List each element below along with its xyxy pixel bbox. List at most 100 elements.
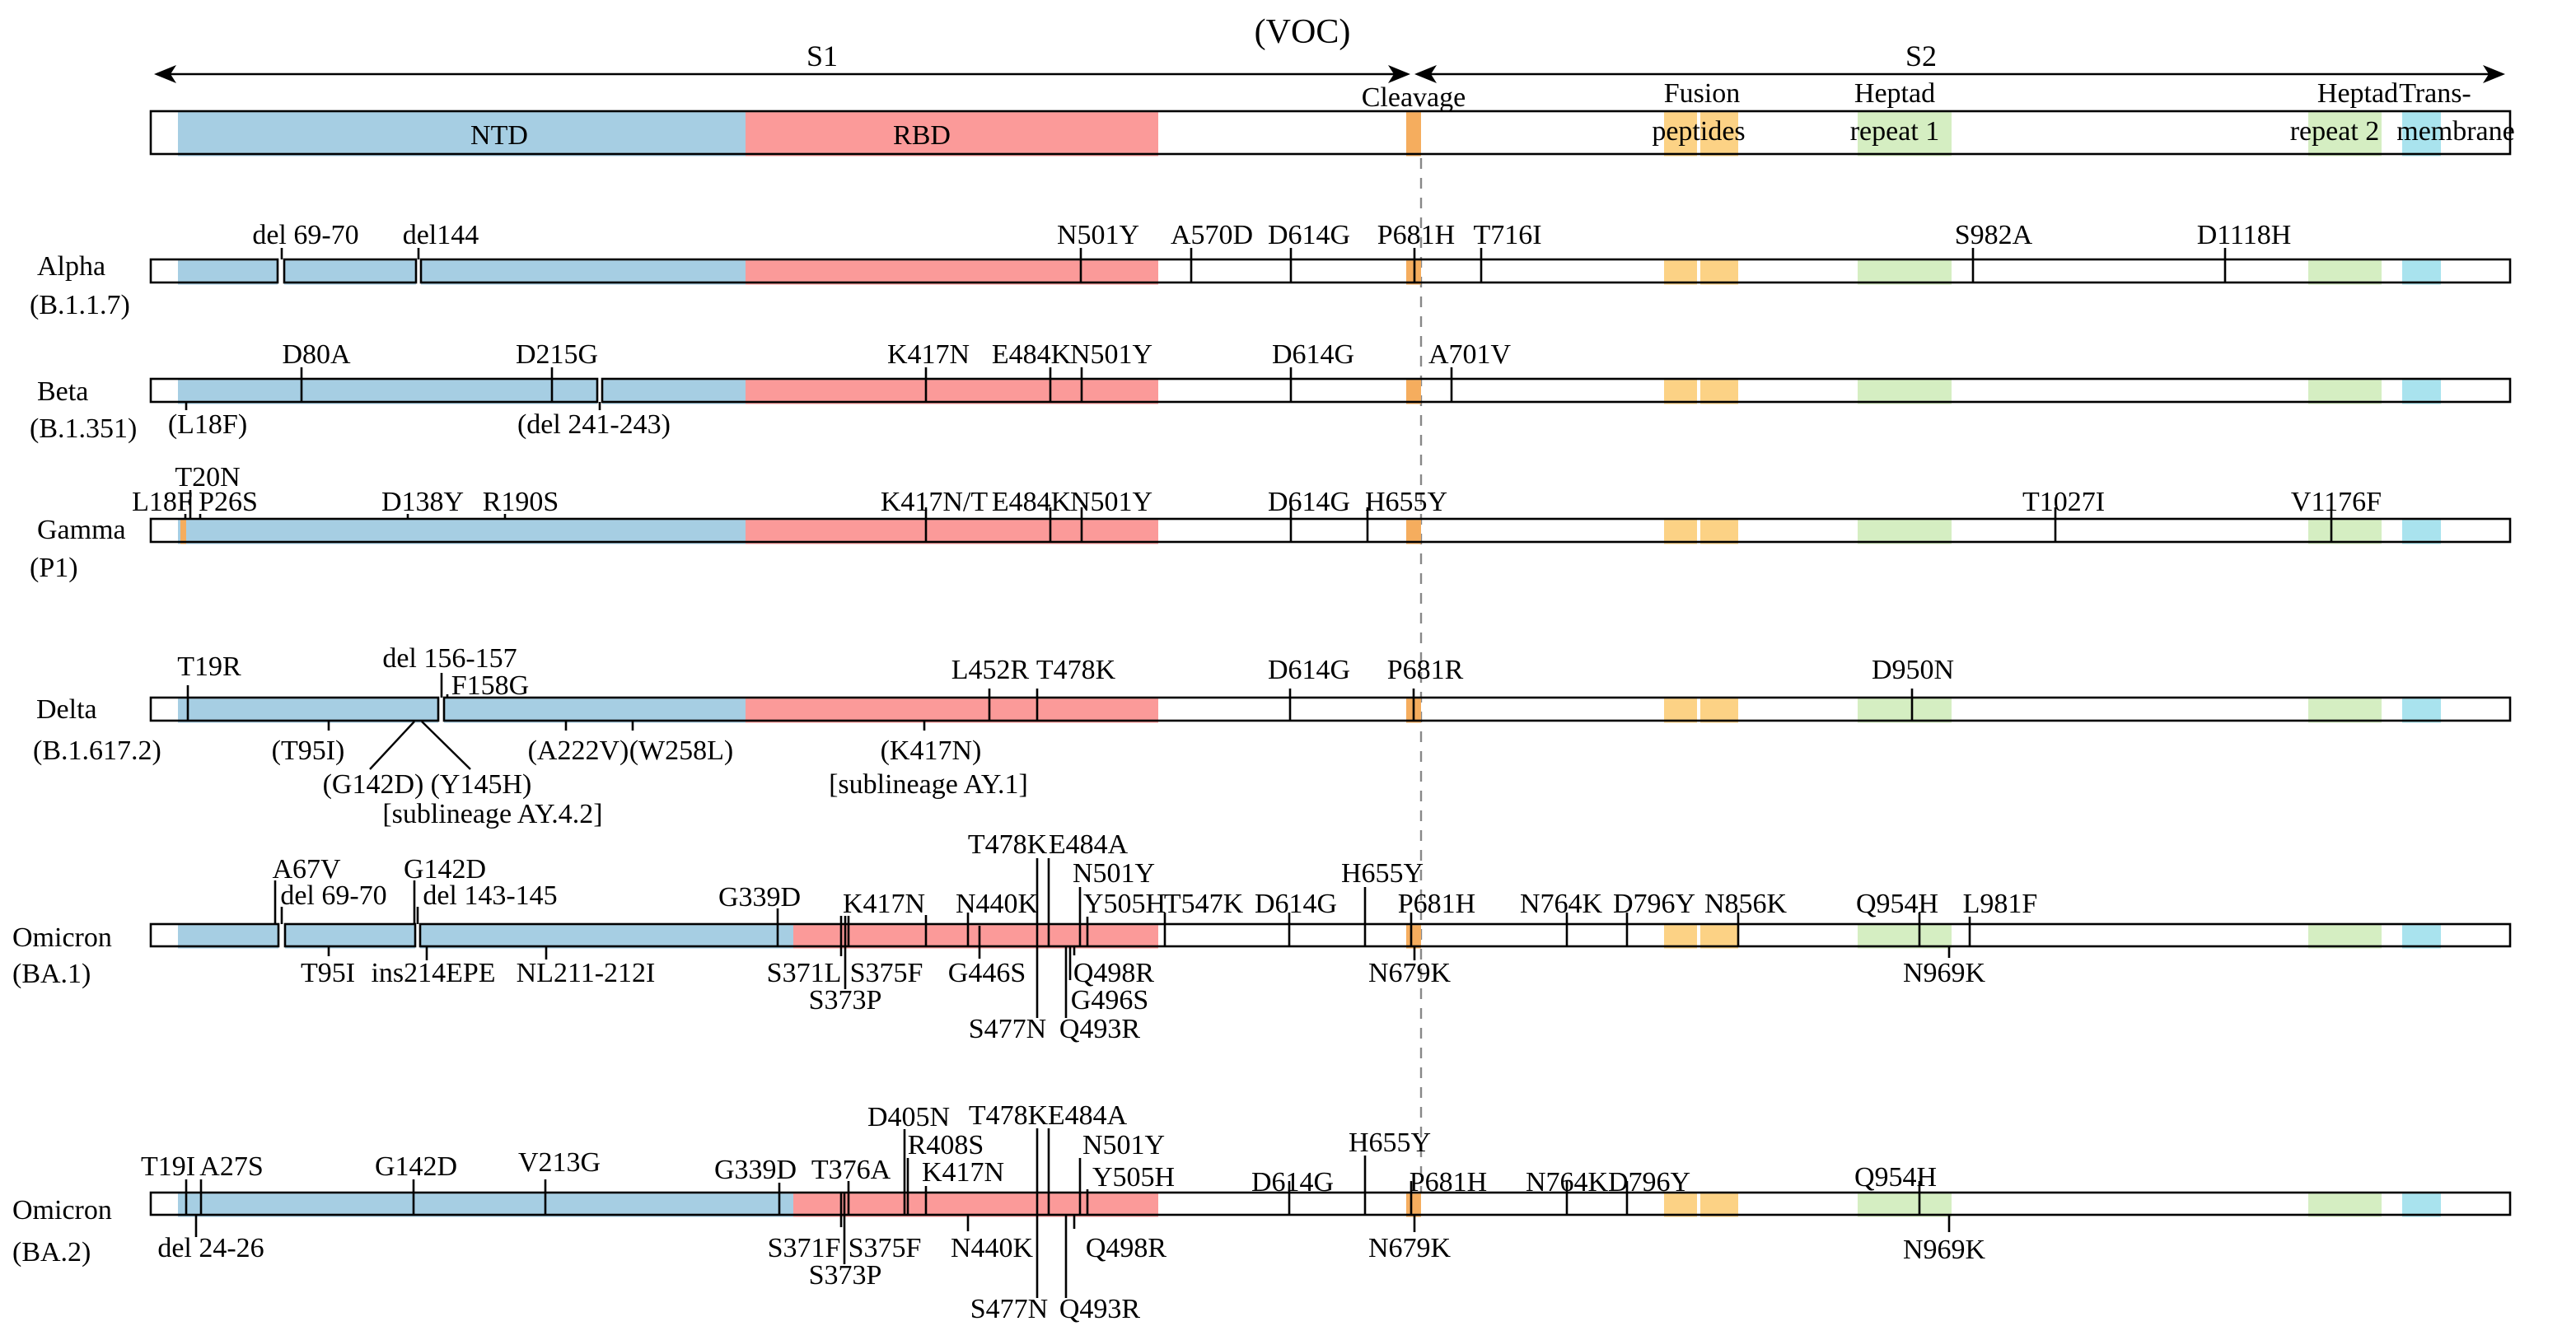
svg-text:A27S: A27S [199,1151,263,1182]
svg-text:T20N: T20N [175,462,240,493]
svg-text:D796Y: D796Y [1608,1167,1690,1198]
svg-text:(T95I): (T95I) [272,735,345,766]
svg-text:Q498R: Q498R [1086,1233,1167,1263]
svg-text:L981F: L981F [1963,889,2038,919]
svg-text:D614G: D614G [1272,339,1354,370]
svg-text:repeat 1: repeat 1 [1850,116,1940,147]
svg-text:G446S: G446S [948,958,1026,988]
svg-text:Q493R: Q493R [1059,1014,1141,1044]
svg-text:V213G: V213G [518,1147,601,1178]
svg-text:repeat 2: repeat 2 [2290,116,2380,147]
svg-text:T376A: T376A [811,1155,891,1185]
svg-text:T547K: T547K [1164,889,1244,919]
svg-text:K417N/T: K417N/T [881,487,989,517]
svg-text:Y505H: Y505H [1083,889,1166,919]
svg-text:Gamma: Gamma [37,515,126,545]
svg-text:S375F: S375F [850,958,923,988]
svg-text:S2: S2 [1905,40,1937,72]
svg-text:RBD: RBD [893,120,951,151]
svg-text:K417N: K417N [922,1157,1004,1188]
svg-text:ins214EPE: ins214EPE [371,958,495,988]
svg-text:D950N: D950N [1872,655,1954,685]
svg-text:(A222V): (A222V) [528,735,629,766]
svg-text:F158G: F158G [451,670,529,701]
svg-text:D614G: D614G [1268,220,1350,250]
svg-text:E484A: E484A [1048,1100,1128,1131]
svg-text:Trans-: Trans- [2399,78,2471,109]
svg-text:(B.1.617.2): (B.1.617.2) [33,735,161,766]
svg-text:N969K: N969K [1903,958,1986,988]
svg-text:L452R: L452R [951,655,1030,685]
svg-text:N679K: N679K [1368,1233,1452,1263]
svg-text:H655Y: H655Y [1365,487,1447,517]
svg-text:(B.1.351): (B.1.351) [30,413,137,444]
svg-text:L18F: L18F [132,487,193,517]
svg-text:[sublineage AY.1]: [sublineage AY.1] [829,769,1028,800]
svg-text:K417N: K417N [887,339,970,370]
svg-text:G142D: G142D [404,854,486,885]
svg-text:Delta: Delta [36,694,97,725]
svg-text:N501Y: N501Y [1082,1130,1165,1160]
svg-text:(Y145H): (Y145H) [431,769,532,800]
svg-text:T19R: T19R [177,651,241,682]
svg-text:del144: del144 [403,220,479,250]
svg-text:Cleavage: Cleavage [1362,82,1466,113]
svg-text:D614G: D614G [1251,1167,1334,1198]
svg-text:N969K: N969K [1903,1235,1986,1265]
svg-text:Omicron: Omicron [12,922,112,953]
svg-text:Heptad: Heptad [1854,78,1935,109]
svg-text:T19I: T19I [141,1151,195,1182]
svg-text:N501Y: N501Y [1070,339,1152,370]
svg-text:Omicron: Omicron [12,1195,112,1226]
svg-text:P681H: P681H [1398,889,1475,919]
svg-text:del 143-145: del 143-145 [423,880,557,911]
svg-text:A701V: A701V [1428,339,1512,370]
svg-text:(P1): (P1) [30,553,78,583]
svg-text:N856K: N856K [1704,889,1788,919]
svg-text:N764K: N764K [1520,889,1603,919]
svg-text:D80A: D80A [282,339,351,370]
svg-text:(BA.2): (BA.2) [12,1237,91,1268]
svg-text:[sublineage AY.4.2]: [sublineage AY.4.2] [382,799,602,829]
svg-text:V1176F: V1176F [2291,487,2382,517]
svg-text:S982A: S982A [1955,220,2033,250]
svg-text:D405N: D405N [867,1102,950,1132]
svg-text:membrane: membrane [2396,116,2515,147]
svg-text:S375F: S375F [849,1233,922,1263]
svg-text:N501Y: N501Y [1073,858,1155,889]
svg-text:(VOC): (VOC) [1255,13,1351,51]
svg-text:P681H: P681H [1377,220,1455,250]
svg-text:P681H: P681H [1410,1167,1487,1198]
svg-text:NTD: NTD [470,120,528,151]
svg-text:T716I: T716I [1473,220,1541,250]
svg-text:(del 241-243): (del 241-243) [517,409,671,440]
svg-text:Y505H: Y505H [1092,1162,1175,1193]
svg-text:Beta: Beta [37,376,88,407]
svg-text:S371F: S371F [768,1233,841,1263]
svg-text:A67V: A67V [272,854,341,885]
svg-text:S477N: S477N [969,1014,1046,1044]
svg-text:N440K: N440K [951,1233,1034,1263]
svg-text:S373P: S373P [809,1260,882,1291]
svg-text:Fusion: Fusion [1664,78,1741,109]
svg-text:T95I: T95I [301,958,355,988]
svg-text:N440K: N440K [956,889,1039,919]
svg-text:G339D: G339D [718,882,801,913]
svg-text:S1: S1 [806,40,838,72]
svg-text:D796Y: D796Y [1613,889,1695,919]
svg-text:R190S: R190S [483,487,559,517]
svg-text:S373P: S373P [809,985,882,1016]
svg-text:del 156-157: del 156-157 [382,643,517,674]
svg-text:N501Y: N501Y [1070,487,1152,517]
svg-text:E484K: E484K [992,487,1072,517]
svg-text:N501Y: N501Y [1057,220,1139,250]
svg-text:P681R: P681R [1387,655,1464,685]
svg-text:T478K: T478K [1036,655,1116,685]
svg-text:del 69-70: del 69-70 [252,220,358,250]
svg-text:Q954H: Q954H [1856,889,1938,919]
svg-text:D138Y: D138Y [381,487,464,517]
svg-text:T1027I: T1027I [2022,487,2105,517]
svg-text:D215G: D215G [516,339,598,370]
svg-text:del 69-70: del 69-70 [280,880,386,911]
svg-text:NL211-212I: NL211-212I [517,958,656,988]
